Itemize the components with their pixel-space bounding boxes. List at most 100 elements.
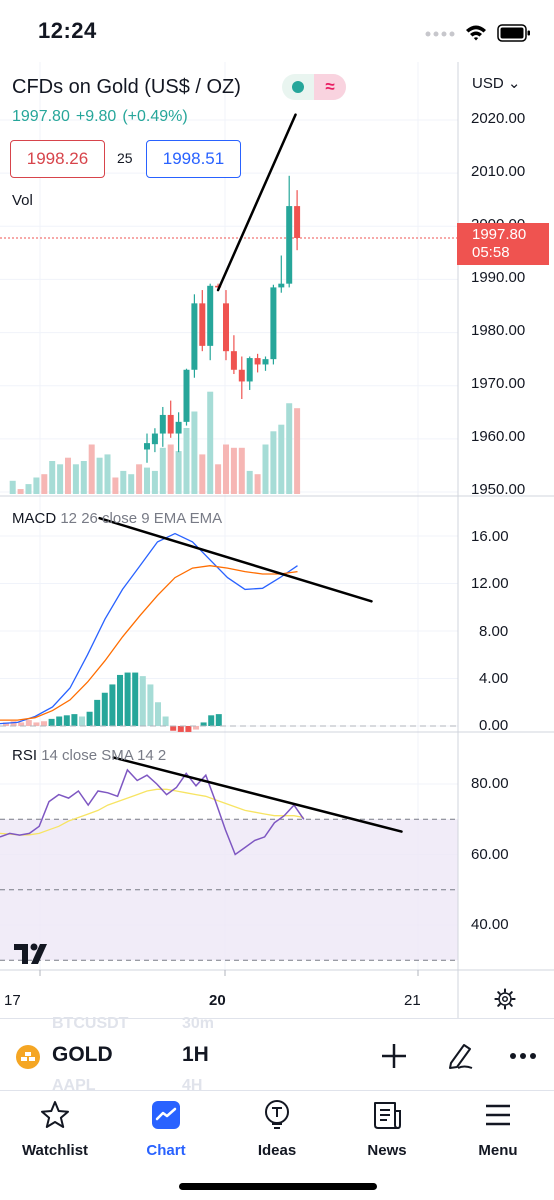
date-label: 17 bbox=[4, 992, 21, 1009]
price-line: 1997.80 +9.80 (+0.49%) bbox=[12, 108, 194, 126]
macd-hist-bar bbox=[94, 699, 101, 726]
candle-body bbox=[223, 303, 229, 352]
nav-label: Chart bbox=[146, 1142, 186, 1159]
macd-tick: 4.00 bbox=[479, 670, 509, 687]
settings-gear-icon[interactable] bbox=[494, 988, 516, 1010]
volume-bar bbox=[294, 408, 301, 494]
symbol-toolbar: BTCUSDT 30m AAPL 4H GOLD 1H bbox=[0, 1015, 554, 1094]
candle-body bbox=[246, 358, 253, 382]
macd-signal-line bbox=[0, 565, 298, 721]
market-open-icon bbox=[292, 81, 304, 93]
macd-hist-bar bbox=[200, 722, 207, 726]
symbol-title[interactable]: CFDs on Gold (US$ / OZ) bbox=[12, 76, 241, 98]
volume-bar bbox=[136, 464, 143, 494]
volume-bar bbox=[278, 424, 285, 494]
chart-icon bbox=[152, 1101, 180, 1129]
status-bar: 12:24 bbox=[0, 0, 554, 62]
price-tick: 1970.00 bbox=[471, 375, 526, 392]
drawing-pen-icon[interactable] bbox=[444, 1041, 474, 1071]
macd-tick: 12.00 bbox=[471, 575, 509, 592]
nav-chart[interactable]: Chart bbox=[116, 1099, 216, 1159]
nav-ideas[interactable]: Ideas bbox=[227, 1099, 327, 1159]
volume-bar bbox=[199, 454, 206, 494]
candle-body bbox=[183, 369, 190, 422]
menu-icon bbox=[486, 1104, 510, 1126]
market-status-pill[interactable]: ≈ bbox=[282, 74, 346, 100]
chart-canvas[interactable] bbox=[0, 62, 554, 1018]
candle-body bbox=[238, 369, 245, 382]
macd-hist-bar bbox=[177, 726, 184, 732]
volume-bar bbox=[17, 489, 24, 494]
rsi-tick: 60.00 bbox=[471, 846, 509, 863]
macd-hist-bar bbox=[162, 716, 169, 726]
date-label: 21 bbox=[404, 992, 421, 1009]
rsi-band-lines bbox=[0, 818, 458, 961]
macd-hist-bar bbox=[56, 716, 63, 726]
candle-body bbox=[230, 351, 237, 370]
candle-body bbox=[199, 303, 206, 346]
wave-icon: ≈ bbox=[314, 74, 346, 100]
macd-hist-bar bbox=[63, 715, 70, 726]
trendline bbox=[216, 113, 297, 292]
rsi-tick: 80.00 bbox=[471, 775, 509, 792]
candle-body bbox=[167, 414, 174, 434]
gold-bars-icon bbox=[16, 1045, 40, 1069]
add-icon[interactable] bbox=[379, 1041, 409, 1071]
spread-value: 25 bbox=[117, 150, 133, 166]
status-icons bbox=[425, 24, 530, 42]
volume-bar bbox=[9, 480, 16, 494]
currency-selector[interactable]: USD ⌄ bbox=[472, 75, 521, 92]
macd-histogram bbox=[3, 672, 222, 732]
macd-tick: 8.00 bbox=[479, 623, 509, 640]
star-icon bbox=[41, 1101, 69, 1128]
volume-bar bbox=[65, 457, 71, 494]
chart-area[interactable]: CFDs on Gold (US$ / OZ) ≈ 1997.80 +9.80 (+… bbox=[0, 62, 554, 1018]
macd-hist-bar bbox=[185, 726, 192, 732]
symbol-selector[interactable]: GOLD bbox=[52, 1043, 113, 1066]
macd-hist-bar bbox=[117, 674, 123, 726]
nav-label: Menu bbox=[478, 1142, 518, 1159]
sell-button[interactable]: 1998.26 bbox=[10, 140, 105, 178]
timeframe-selector[interactable]: 1H bbox=[182, 1043, 209, 1066]
macd-hist-bar bbox=[79, 716, 85, 726]
pane-separators bbox=[0, 62, 554, 1018]
signal-icon bbox=[425, 31, 455, 37]
candle-body bbox=[144, 443, 150, 450]
price-tick: 1990.00 bbox=[471, 269, 526, 286]
volume-bar bbox=[96, 457, 103, 494]
macd-hist-bar bbox=[155, 702, 161, 726]
nav-menu[interactable]: Menu bbox=[448, 1099, 548, 1159]
buy-button[interactable]: 1998.51 bbox=[146, 140, 241, 178]
volume-bar bbox=[72, 464, 79, 494]
macd-hist-bar bbox=[25, 720, 32, 726]
volume-bar bbox=[112, 477, 119, 494]
volume-label[interactable]: Vol bbox=[12, 192, 33, 209]
volume-bar bbox=[254, 474, 261, 494]
more-options-icon[interactable] bbox=[508, 1041, 538, 1071]
macd-hist-bar bbox=[86, 711, 93, 726]
macd-tick: 16.00 bbox=[471, 528, 509, 545]
trendlines[interactable] bbox=[98, 113, 403, 833]
nav-news[interactable]: News bbox=[337, 1099, 437, 1159]
rsi-name: RSI bbox=[12, 747, 38, 764]
nav-label: Ideas bbox=[257, 1142, 297, 1159]
macd-label[interactable]: MACD 12 26 close 9 EMA EMA bbox=[12, 510, 222, 527]
price-tick: 2020.00 bbox=[471, 110, 526, 127]
wifi-icon bbox=[466, 25, 486, 41]
price-tick: 1950.00 bbox=[471, 481, 526, 498]
nav-watchlist[interactable]: Watchlist bbox=[5, 1099, 105, 1159]
rsi-label[interactable]: RSI 14 close SMA 14 2 bbox=[12, 747, 166, 764]
volume-bar bbox=[270, 431, 277, 494]
volume-bar bbox=[80, 461, 87, 494]
volume-bar bbox=[128, 474, 135, 494]
date-ticks bbox=[39, 970, 419, 976]
macd-hist-bar bbox=[170, 726, 177, 731]
candle-body bbox=[207, 285, 214, 346]
volume-bar bbox=[144, 467, 150, 494]
trendline bbox=[98, 516, 373, 603]
volume-bar bbox=[262, 444, 269, 494]
volume-bar bbox=[207, 391, 214, 494]
macd-hist-bar bbox=[208, 715, 215, 726]
candle-body bbox=[151, 433, 158, 445]
price-change: +9.80 bbox=[75, 108, 117, 125]
